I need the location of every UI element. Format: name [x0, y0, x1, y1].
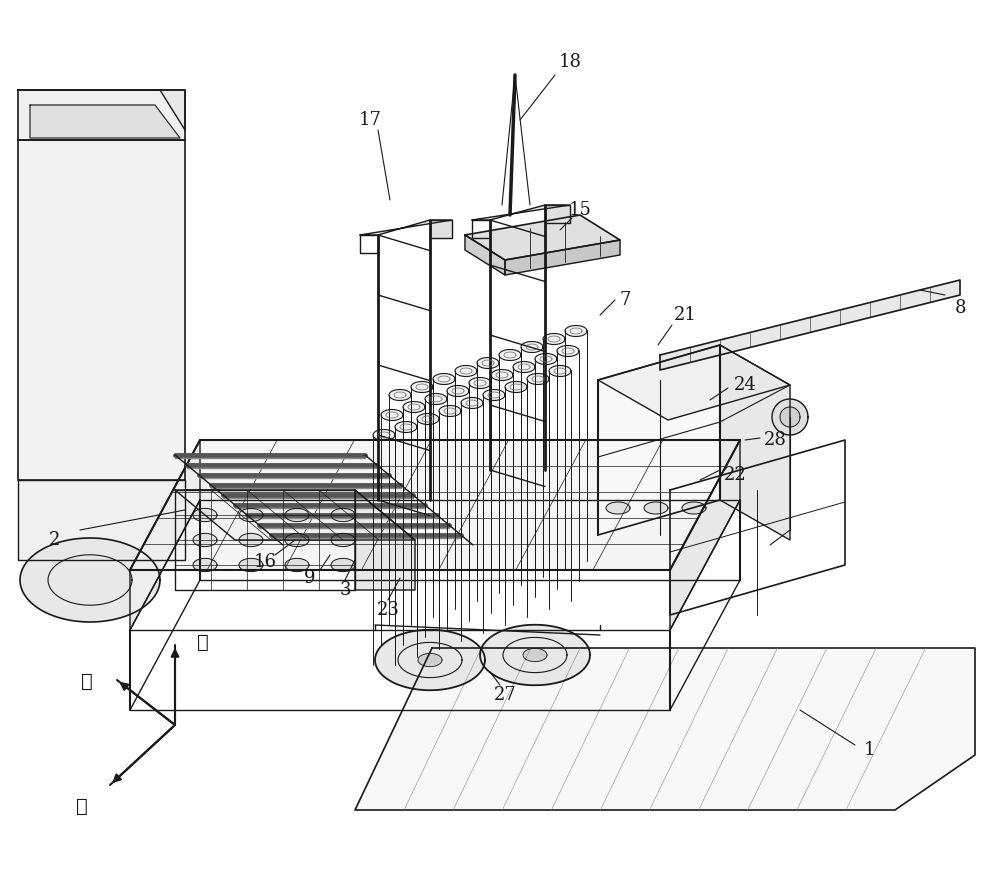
Text: 21: 21	[674, 306, 696, 324]
Polygon shape	[565, 326, 587, 337]
Polygon shape	[598, 345, 790, 420]
Text: 1: 1	[864, 741, 876, 759]
Text: 3: 3	[339, 581, 351, 599]
Polygon shape	[355, 490, 415, 590]
Polygon shape	[670, 440, 740, 630]
Text: 17: 17	[359, 111, 381, 129]
Polygon shape	[455, 366, 477, 377]
Polygon shape	[395, 422, 417, 432]
Polygon shape	[465, 235, 505, 275]
Polygon shape	[557, 345, 579, 356]
Polygon shape	[545, 205, 570, 223]
Polygon shape	[780, 407, 800, 427]
Polygon shape	[513, 361, 535, 372]
Polygon shape	[433, 374, 455, 385]
Polygon shape	[285, 509, 309, 521]
Polygon shape	[18, 480, 185, 560]
Polygon shape	[375, 630, 485, 690]
Polygon shape	[193, 559, 217, 572]
Polygon shape	[505, 240, 620, 275]
Polygon shape	[239, 559, 263, 572]
Text: 左: 左	[76, 798, 88, 816]
Polygon shape	[18, 140, 185, 480]
Text: 上: 上	[197, 634, 209, 652]
Polygon shape	[239, 534, 263, 547]
Text: 28: 28	[764, 431, 786, 449]
Polygon shape	[130, 440, 200, 630]
Polygon shape	[469, 377, 491, 388]
Polygon shape	[480, 625, 590, 686]
Polygon shape	[598, 345, 720, 535]
Text: 22: 22	[724, 466, 746, 484]
Polygon shape	[499, 350, 521, 361]
Polygon shape	[389, 390, 411, 400]
Polygon shape	[381, 409, 403, 421]
Polygon shape	[20, 538, 160, 622]
Polygon shape	[360, 220, 452, 235]
Text: 24: 24	[734, 376, 756, 394]
Polygon shape	[472, 205, 570, 220]
Polygon shape	[720, 345, 790, 540]
Polygon shape	[491, 369, 513, 380]
Text: 15: 15	[569, 201, 591, 219]
Polygon shape	[130, 440, 740, 570]
Text: 16: 16	[254, 553, 276, 571]
Polygon shape	[355, 648, 975, 810]
Polygon shape	[606, 502, 630, 514]
Polygon shape	[483, 390, 505, 400]
Polygon shape	[425, 393, 447, 405]
Polygon shape	[439, 406, 461, 416]
Text: 2: 2	[49, 531, 61, 549]
Polygon shape	[239, 509, 263, 521]
Polygon shape	[543, 334, 565, 345]
Polygon shape	[403, 401, 425, 413]
Polygon shape	[477, 358, 499, 369]
Polygon shape	[285, 534, 309, 547]
Polygon shape	[373, 430, 395, 440]
Polygon shape	[682, 502, 706, 514]
Polygon shape	[193, 509, 217, 521]
Text: 8: 8	[954, 299, 966, 317]
Polygon shape	[331, 534, 355, 547]
Polygon shape	[30, 105, 180, 138]
Polygon shape	[523, 648, 547, 662]
Polygon shape	[417, 414, 439, 424]
Text: 18: 18	[558, 53, 582, 71]
Text: 9: 9	[304, 569, 316, 587]
Text: 23: 23	[377, 601, 399, 619]
Polygon shape	[18, 90, 185, 140]
Polygon shape	[461, 398, 483, 408]
Polygon shape	[644, 502, 668, 514]
Polygon shape	[18, 90, 185, 130]
Polygon shape	[331, 559, 355, 572]
Polygon shape	[418, 654, 442, 667]
Polygon shape	[535, 353, 557, 364]
Polygon shape	[430, 220, 452, 238]
Text: 前: 前	[81, 673, 93, 691]
Polygon shape	[175, 490, 415, 540]
Polygon shape	[193, 534, 217, 547]
Text: 7: 7	[619, 291, 631, 309]
Polygon shape	[285, 559, 309, 572]
Polygon shape	[521, 342, 543, 353]
Text: 27: 27	[494, 686, 516, 704]
Polygon shape	[505, 382, 527, 392]
Polygon shape	[331, 509, 355, 521]
Polygon shape	[772, 399, 808, 435]
Polygon shape	[465, 215, 620, 260]
Polygon shape	[447, 385, 469, 397]
Polygon shape	[527, 374, 549, 385]
Polygon shape	[411, 382, 433, 392]
Polygon shape	[549, 366, 571, 377]
Polygon shape	[660, 280, 960, 370]
